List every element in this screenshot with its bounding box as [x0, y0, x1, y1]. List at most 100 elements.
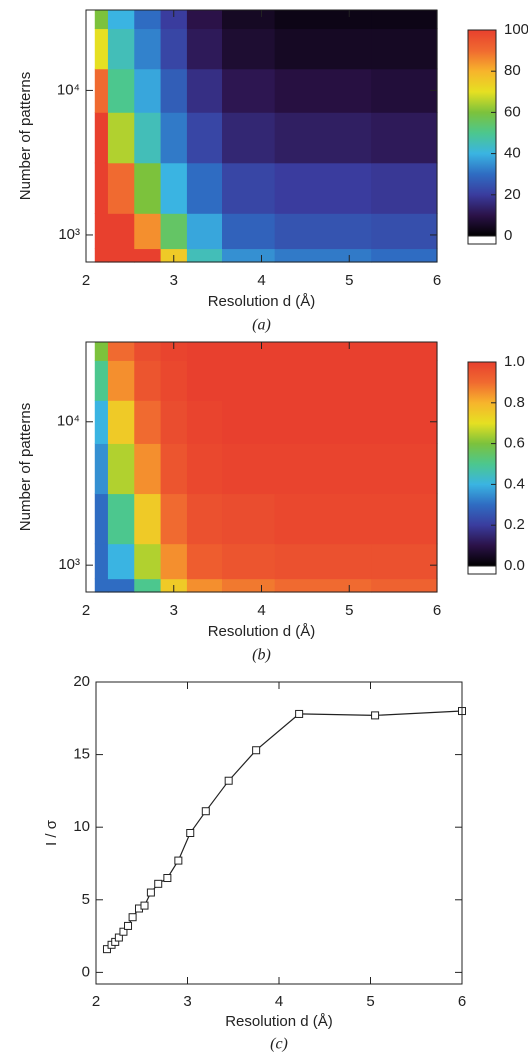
colorbar — [468, 362, 496, 566]
colorbar-label: 0.0 — [504, 557, 525, 574]
contour-cell — [186, 112, 223, 164]
x-tick-label: 3 — [170, 272, 178, 289]
caption: (b) — [252, 647, 271, 664]
contour-cell — [186, 162, 223, 214]
marker — [102, 945, 111, 954]
contour-cell — [186, 342, 223, 361]
contour-cell — [134, 68, 162, 113]
contour-cell — [274, 400, 372, 444]
x-tick-label: 2 — [92, 993, 100, 1010]
contour-cell — [222, 443, 276, 495]
contour-cell — [222, 342, 276, 361]
contour-cell — [186, 10, 223, 30]
contour-cell — [186, 68, 223, 113]
contour-cell — [107, 68, 135, 113]
y-axis-label: I / σ — [43, 819, 60, 846]
contour-cell — [274, 28, 372, 70]
panel: 0.0 0.2 0.4 0.6 0.8 1.0 2 3 4 5 6 10³ 10⁴ Number of p… — [17, 341, 525, 664]
contour-cell — [371, 10, 438, 30]
colorbar-label: 1.0 — [504, 353, 525, 370]
contour-cell — [222, 112, 276, 164]
contour-cell — [94, 360, 109, 401]
contour-cell — [371, 443, 438, 495]
y-tick-label: 20 — [73, 673, 90, 690]
contour-cell — [107, 213, 135, 250]
contour-cell — [371, 360, 438, 401]
contour-cell — [160, 400, 188, 444]
x-tick-label: 5 — [366, 993, 374, 1010]
line — [106, 710, 463, 950]
colorbar-frame — [467, 361, 497, 567]
contour-cell — [222, 578, 276, 593]
marker — [119, 927, 128, 936]
contour-cell — [186, 543, 223, 580]
x-tick-label: 4 — [257, 272, 265, 289]
contour-cell — [94, 493, 109, 545]
contour-cell — [134, 10, 162, 30]
contour-cell — [371, 112, 438, 164]
contour-cell — [134, 400, 162, 444]
contour-cell — [134, 578, 162, 593]
contour-cell — [134, 248, 162, 263]
contour-cell — [222, 162, 276, 214]
marker — [224, 776, 233, 785]
contour-cell — [94, 248, 109, 263]
contour-cell — [371, 28, 438, 70]
contour-cell — [160, 112, 188, 164]
contour-cell — [160, 342, 188, 361]
colorbar-frame — [467, 29, 497, 237]
contour-cell — [134, 112, 162, 164]
contour-cell — [274, 493, 372, 545]
contour-cell — [160, 213, 188, 250]
contour-cell — [186, 493, 223, 545]
contour-cell — [94, 213, 109, 250]
contour-cell — [107, 28, 135, 70]
y-tick-label: 5 — [82, 891, 90, 908]
x-axis-label: Resolution d (Å) — [208, 293, 316, 310]
x-tick-label: 6 — [433, 602, 441, 619]
colorbar-label: 0.8 — [504, 394, 525, 411]
caption: (c) — [270, 1036, 288, 1053]
contour-cell — [274, 248, 372, 263]
contour-cell — [274, 578, 372, 593]
colorbar-label: 0.4 — [504, 475, 525, 492]
contour-cell — [160, 162, 188, 214]
x-tick-label: 4 — [257, 602, 265, 619]
y-tick-label: 10⁴ — [57, 413, 80, 430]
marker — [174, 856, 183, 865]
contour-cell — [134, 543, 162, 580]
contour-cell — [274, 543, 372, 580]
contour-cell — [94, 543, 109, 580]
colorbar-label: 40 — [504, 145, 521, 162]
contour-cell — [274, 443, 372, 495]
x-tick-label: 2 — [82, 272, 90, 289]
marker — [295, 709, 304, 718]
contour-cell — [186, 360, 223, 401]
contour-cell — [94, 68, 109, 113]
contour-cell — [107, 10, 135, 30]
contour-cell — [371, 493, 438, 545]
contour-cell — [134, 342, 162, 361]
contour-cell — [222, 360, 276, 401]
x-tick-label: 6 — [433, 272, 441, 289]
contour-cell — [222, 68, 276, 113]
colorbar-label: 80 — [504, 62, 521, 79]
marker — [186, 829, 195, 837]
contour-cell — [134, 493, 162, 545]
contour-cell — [94, 578, 109, 593]
contour-cell — [186, 400, 223, 444]
colorbar-label: 60 — [504, 103, 521, 120]
y-tick-label: 0 — [82, 963, 90, 980]
contour-cell — [274, 68, 372, 113]
contour-cell — [160, 360, 188, 401]
contour-cell — [274, 10, 372, 30]
contour-cell — [371, 213, 438, 250]
colorbar — [468, 30, 496, 236]
contour-cell — [160, 68, 188, 113]
contour-cell — [274, 112, 372, 164]
contour-cell — [371, 68, 438, 113]
marker — [114, 933, 123, 942]
contour-cell — [94, 162, 109, 214]
x-axis-label: Resolution d (Å) — [225, 1013, 333, 1030]
marker — [146, 888, 155, 897]
